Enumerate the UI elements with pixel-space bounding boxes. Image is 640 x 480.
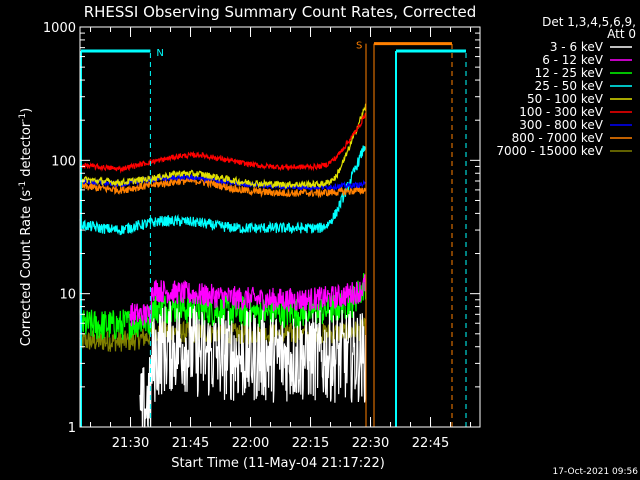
x-tick-label: 21:30: [112, 436, 149, 451]
legend-entry-label: 300 - 800 keV: [519, 118, 603, 132]
plot-data-layer: [79, 103, 367, 428]
legend-entry-label: 6 - 12 keV: [542, 53, 604, 67]
y-tick-label: 1000: [43, 21, 76, 36]
y-tick-label: 1: [68, 421, 76, 436]
series-line: [79, 112, 367, 174]
x-axis: 21:30 21:45 22:00 22:15 22:30 22:45: [90, 27, 472, 451]
series-line: [79, 176, 367, 199]
series-line: [139, 301, 367, 428]
y-tick-label: 100: [51, 154, 76, 169]
night-band-label: N: [156, 48, 163, 59]
timestamp-label: 17-Oct-2021 09:56: [553, 467, 639, 477]
x-tick-label: 22:45: [412, 436, 449, 451]
series-line: [79, 145, 367, 236]
x-tick-label: 22:15: [292, 436, 329, 451]
y-tick-label: 10: [59, 288, 76, 303]
plot-frame: [79, 26, 481, 428]
x-tick-label: 22:30: [352, 436, 389, 451]
series-line: [79, 103, 367, 190]
legend-entry-label: 3 - 6 keV: [550, 40, 604, 54]
legend-entry-label: 800 - 7000 keV: [512, 131, 604, 145]
legend-entry-label: 12 - 25 keV: [535, 66, 604, 80]
y-axis: 1 10 100 1000: [43, 21, 480, 436]
saa-band-label: S: [356, 41, 362, 52]
legend-entry-label: 100 - 300 keV: [519, 105, 603, 119]
x-tick-label: 21:45: [172, 436, 209, 451]
legend-entry-label: 7000 - 15000 keV: [496, 144, 603, 158]
y-axis-label: Corrected Count Rate (s-1 detector-1): [18, 108, 34, 346]
chart-title: RHESSI Observing Summary Count Rates, Co…: [84, 3, 477, 21]
series-line: [129, 274, 367, 327]
series-line: [79, 272, 367, 341]
x-tick-label: 22:00: [232, 436, 269, 451]
legend-header-line2: Att 0: [607, 27, 636, 41]
legend-header-line1: Det 1,3,4,5,6,9,: [542, 15, 636, 29]
x-axis-label: Start Time (11-May-04 21:17:22): [171, 456, 385, 471]
night-saa-bands: NS: [80, 41, 467, 427]
legend-entry-label: 25 - 50 keV: [535, 79, 604, 93]
legend-entry-label: 50 - 100 keV: [527, 92, 604, 106]
